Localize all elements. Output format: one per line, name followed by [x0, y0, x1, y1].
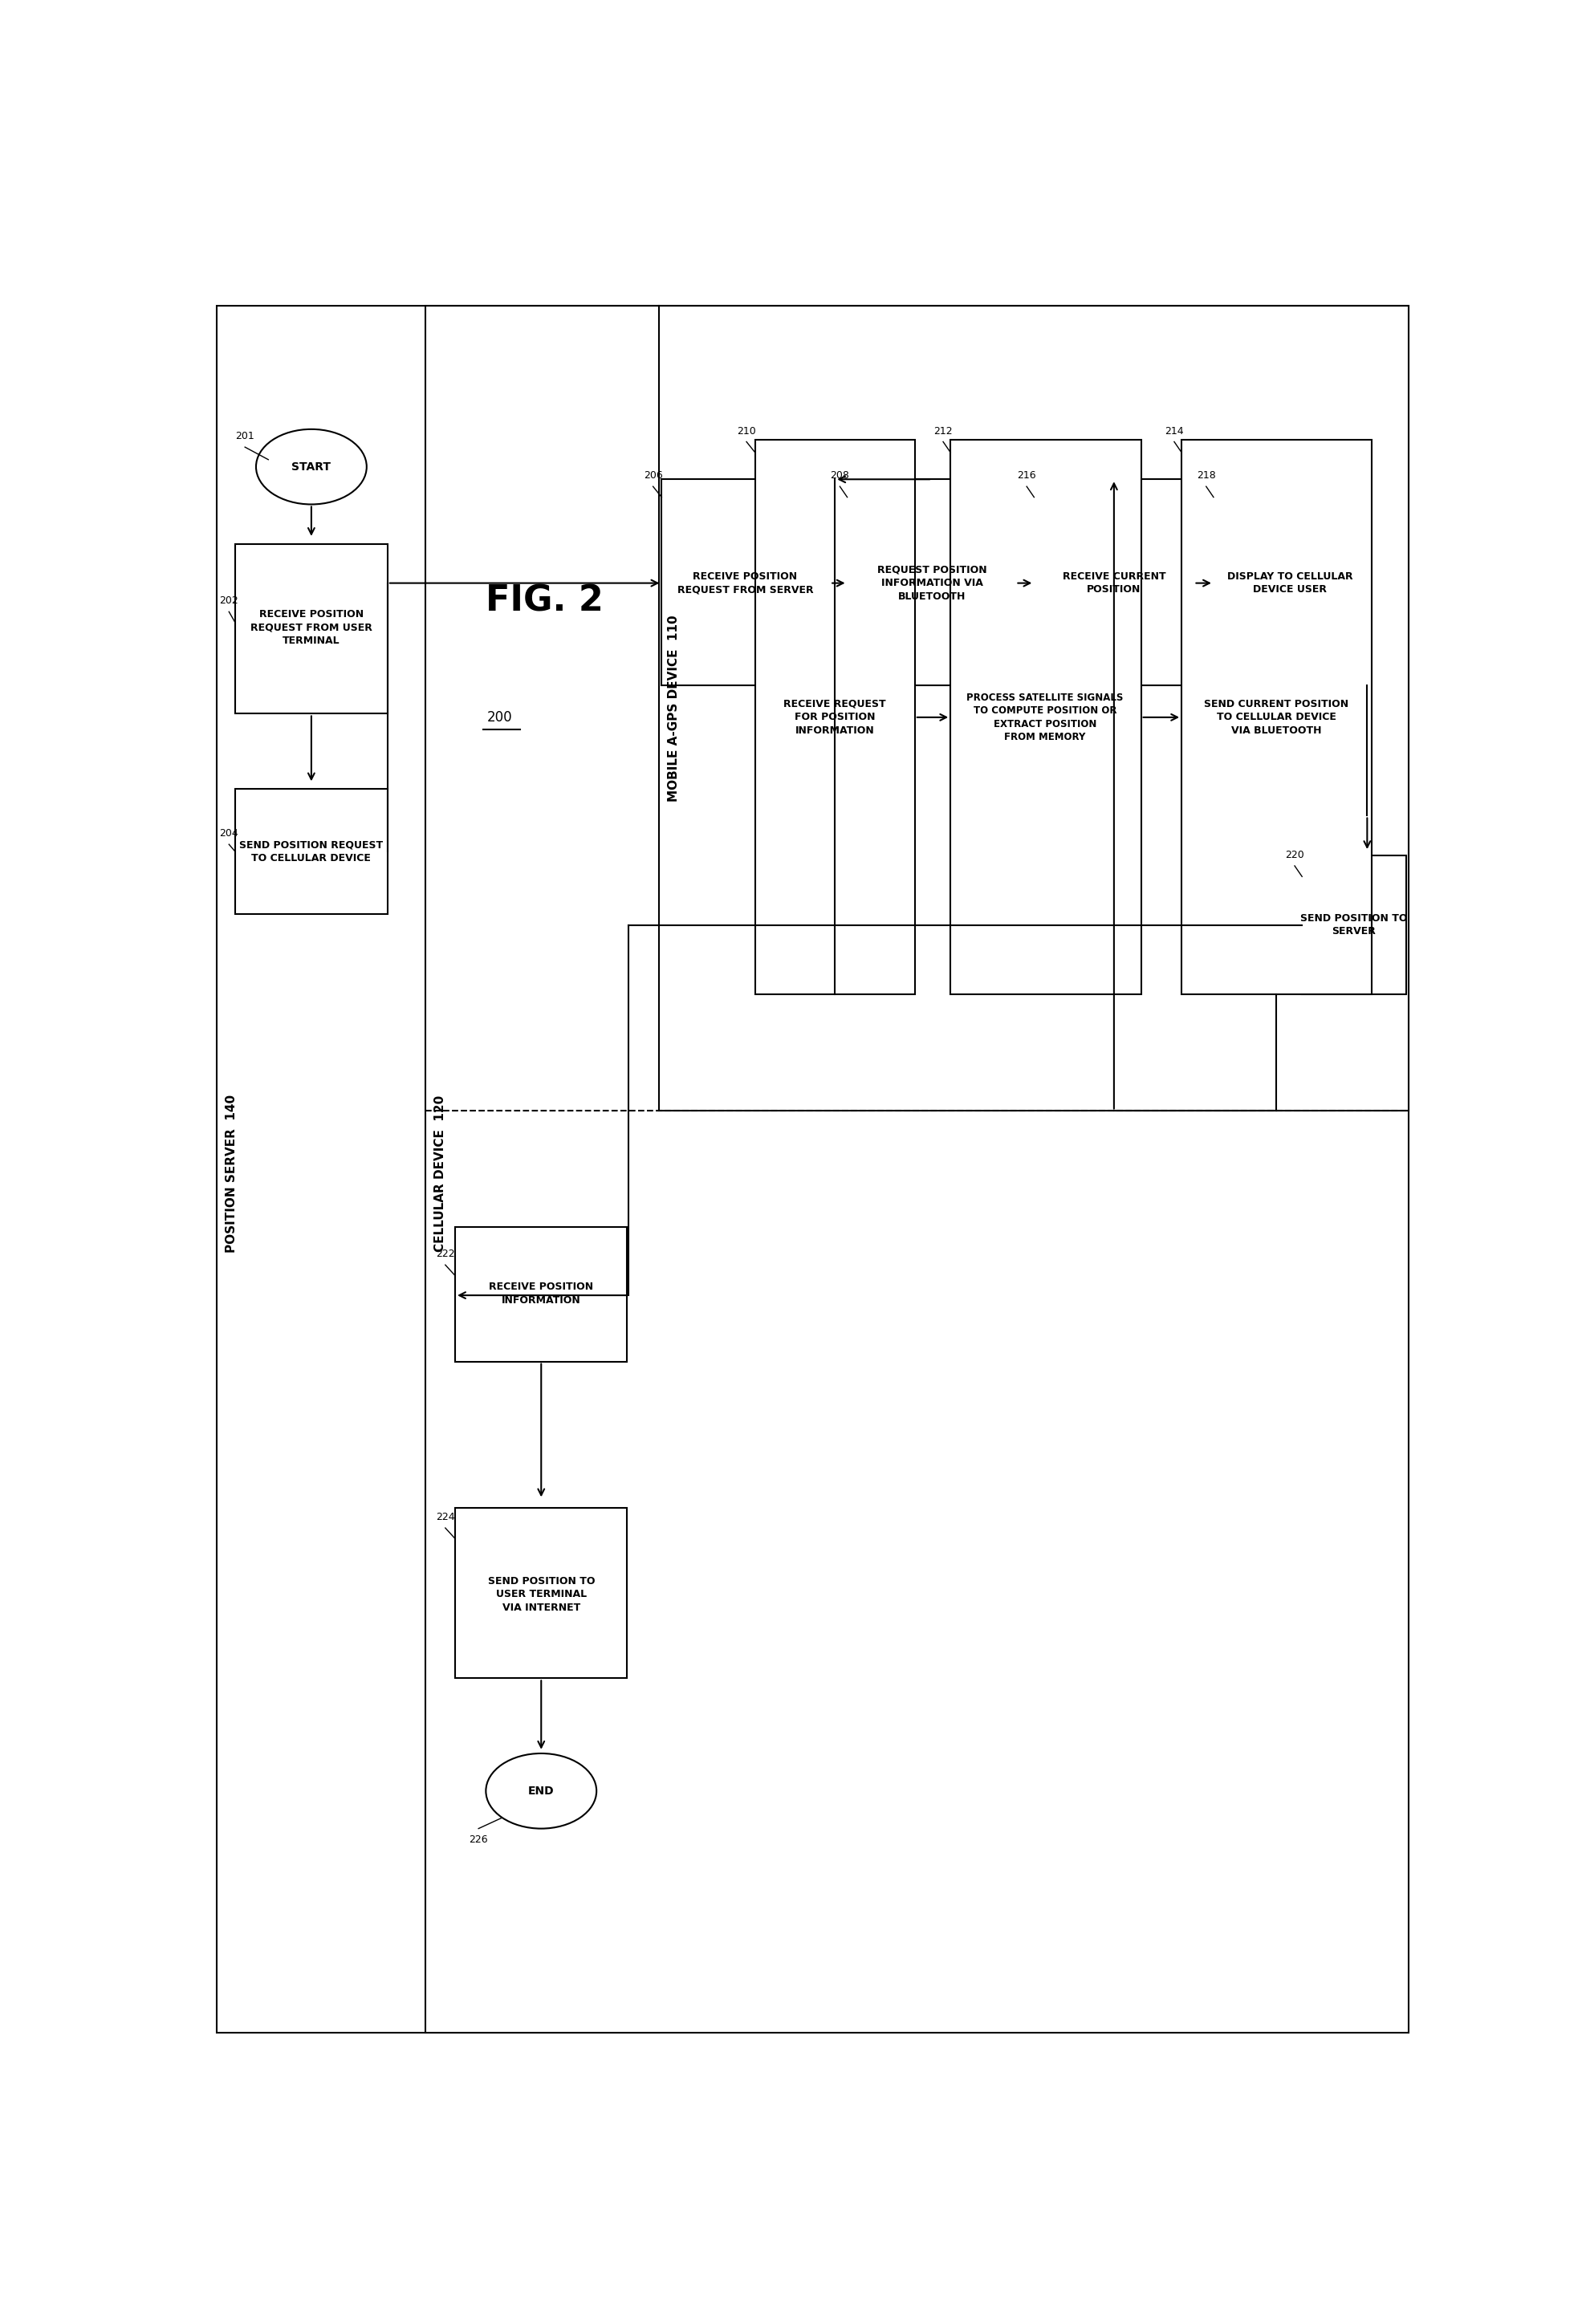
Text: POSITION SERVER  140: POSITION SERVER 140 — [225, 1095, 238, 1253]
Text: 224: 224 — [436, 1513, 455, 1522]
Text: 210: 210 — [737, 425, 757, 437]
Text: DISPLAY TO CELLULAR
DEVICE USER: DISPLAY TO CELLULAR DEVICE USER — [1228, 572, 1353, 595]
Bar — [1213, 479, 1367, 686]
Bar — [235, 544, 387, 713]
Text: SEND CURRENT POSITION
TO CELLULAR DEVICE
VIA BLUETOOTH: SEND CURRENT POSITION TO CELLULAR DEVICE… — [1204, 700, 1348, 737]
Text: 202: 202 — [219, 595, 238, 607]
Bar — [661, 479, 829, 686]
Bar — [235, 788, 387, 913]
Text: 226: 226 — [469, 1834, 488, 1845]
Bar — [1302, 855, 1407, 995]
Bar — [950, 439, 1140, 995]
Text: RECEIVE POSITION
REQUEST FROM SERVER: RECEIVE POSITION REQUEST FROM SERVER — [677, 572, 814, 595]
Text: 208: 208 — [831, 469, 850, 481]
Text: REQUEST POSITION
INFORMATION VIA
BLUETOOTH: REQUEST POSITION INFORMATION VIA BLUETOO… — [877, 565, 986, 602]
Bar — [847, 479, 1015, 686]
Text: RECEIVE CURRENT
POSITION: RECEIVE CURRENT POSITION — [1063, 572, 1166, 595]
Text: START: START — [292, 460, 331, 472]
Text: END: END — [528, 1785, 554, 1796]
Text: 201: 201 — [235, 432, 254, 442]
Text: 206: 206 — [644, 469, 663, 481]
Bar — [1034, 479, 1194, 686]
Text: 212: 212 — [934, 425, 953, 437]
Text: 214: 214 — [1164, 425, 1183, 437]
Text: 220: 220 — [1285, 851, 1304, 860]
Text: 204: 204 — [219, 827, 238, 839]
Bar — [660, 307, 1408, 1111]
Text: MOBILE A-GPS DEVICE  110: MOBILE A-GPS DEVICE 110 — [668, 616, 680, 802]
Bar — [455, 1227, 626, 1362]
Ellipse shape — [255, 430, 366, 504]
Text: RECEIVE POSITION
INFORMATION: RECEIVE POSITION INFORMATION — [488, 1281, 593, 1306]
Bar — [425, 307, 1408, 2034]
Text: 216: 216 — [1017, 469, 1036, 481]
Text: SEND POSITION TO
USER TERMINAL
VIA INTERNET: SEND POSITION TO USER TERMINAL VIA INTER… — [487, 1576, 595, 1613]
Bar — [217, 307, 660, 2034]
Text: FIG. 2: FIG. 2 — [485, 583, 604, 618]
Bar — [1182, 439, 1372, 995]
Text: CELLULAR DEVICE  120: CELLULAR DEVICE 120 — [435, 1095, 446, 1253]
Text: PROCESS SATELLITE SIGNALS
TO COMPUTE POSITION OR
EXTRACT POSITION
FROM MEMORY: PROCESS SATELLITE SIGNALS TO COMPUTE POS… — [967, 693, 1123, 741]
Text: 218: 218 — [1196, 469, 1216, 481]
Text: RECEIVE POSITION
REQUEST FROM USER
TERMINAL: RECEIVE POSITION REQUEST FROM USER TERMI… — [251, 609, 373, 646]
Text: 222: 222 — [436, 1248, 455, 1260]
Ellipse shape — [485, 1752, 596, 1829]
Text: SEND POSITION REQUEST
TO CELLULAR DEVICE: SEND POSITION REQUEST TO CELLULAR DEVICE — [239, 839, 384, 862]
Bar — [755, 439, 915, 995]
Text: 200: 200 — [487, 711, 512, 725]
Text: RECEIVE REQUEST
FOR POSITION
INFORMATION: RECEIVE REQUEST FOR POSITION INFORMATION — [783, 700, 887, 737]
Text: SEND POSITION TO
SERVER: SEND POSITION TO SERVER — [1301, 913, 1407, 937]
Bar — [455, 1508, 626, 1678]
